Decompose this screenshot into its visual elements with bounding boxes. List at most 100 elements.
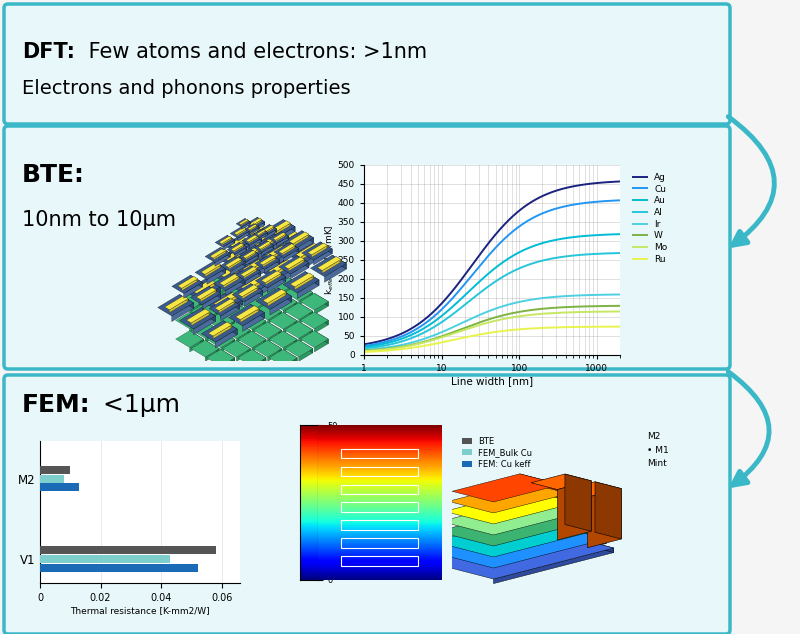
Polygon shape <box>218 247 249 266</box>
Polygon shape <box>434 514 598 557</box>
W <box>360 347 370 354</box>
Polygon shape <box>257 217 265 225</box>
Polygon shape <box>165 296 188 310</box>
Polygon shape <box>254 285 258 290</box>
Polygon shape <box>265 260 280 273</box>
Polygon shape <box>229 259 242 269</box>
Polygon shape <box>283 259 298 273</box>
Polygon shape <box>452 474 561 502</box>
Polygon shape <box>206 284 219 297</box>
Polygon shape <box>221 300 242 318</box>
W <box>359 347 369 354</box>
Text: <1μm: <1μm <box>95 393 180 417</box>
Polygon shape <box>430 522 606 568</box>
Polygon shape <box>295 238 314 254</box>
Polygon shape <box>232 273 244 285</box>
Bar <box>341 521 418 530</box>
Polygon shape <box>289 229 302 243</box>
Polygon shape <box>260 256 276 265</box>
Polygon shape <box>237 284 250 297</box>
Polygon shape <box>215 299 234 311</box>
Polygon shape <box>305 232 309 236</box>
Text: M2: M2 <box>647 432 660 441</box>
Polygon shape <box>296 243 319 257</box>
Polygon shape <box>236 219 250 227</box>
Polygon shape <box>190 320 204 333</box>
Polygon shape <box>235 247 247 257</box>
Polygon shape <box>190 275 202 287</box>
Polygon shape <box>322 259 341 273</box>
W <box>591 302 601 310</box>
Polygon shape <box>262 245 275 259</box>
Polygon shape <box>275 267 298 285</box>
Polygon shape <box>219 301 234 313</box>
Polygon shape <box>202 321 237 342</box>
Polygon shape <box>234 275 270 296</box>
FancyBboxPatch shape <box>4 4 730 124</box>
Polygon shape <box>494 530 598 562</box>
Polygon shape <box>237 303 250 316</box>
Polygon shape <box>191 303 219 320</box>
Polygon shape <box>250 226 257 231</box>
Polygon shape <box>212 262 248 283</box>
Polygon shape <box>267 330 282 342</box>
Polygon shape <box>202 307 215 321</box>
Polygon shape <box>264 227 274 235</box>
Polygon shape <box>437 506 591 546</box>
Polygon shape <box>191 312 210 326</box>
Polygon shape <box>248 226 265 235</box>
Polygon shape <box>298 303 313 316</box>
Polygon shape <box>158 294 194 316</box>
Polygon shape <box>246 219 248 221</box>
Ir <box>615 290 625 298</box>
Polygon shape <box>256 275 270 289</box>
Polygon shape <box>227 242 247 254</box>
Text: 10nm to 10μm: 10nm to 10μm <box>22 210 176 230</box>
Polygon shape <box>523 482 569 498</box>
Polygon shape <box>240 309 259 323</box>
Polygon shape <box>227 322 232 328</box>
Polygon shape <box>255 259 267 271</box>
Polygon shape <box>238 331 266 348</box>
Bar <box>341 467 418 476</box>
Polygon shape <box>247 235 267 247</box>
Polygon shape <box>236 257 246 266</box>
Polygon shape <box>230 254 249 271</box>
Mo <box>615 307 625 315</box>
Polygon shape <box>264 230 266 232</box>
Au <box>615 230 625 238</box>
Polygon shape <box>238 294 266 311</box>
Polygon shape <box>558 481 591 540</box>
Polygon shape <box>265 219 295 238</box>
Polygon shape <box>312 245 327 257</box>
Polygon shape <box>249 218 262 226</box>
Polygon shape <box>263 235 280 244</box>
Polygon shape <box>254 241 272 257</box>
Polygon shape <box>242 313 265 332</box>
Polygon shape <box>281 231 289 240</box>
Bar <box>40 465 70 474</box>
Polygon shape <box>240 249 244 254</box>
Polygon shape <box>176 293 204 310</box>
Polygon shape <box>261 243 271 250</box>
Polygon shape <box>222 303 250 320</box>
Polygon shape <box>254 224 259 230</box>
Polygon shape <box>222 238 232 245</box>
Line: Ru: Ru <box>364 327 620 352</box>
Polygon shape <box>267 349 282 361</box>
Polygon shape <box>237 259 267 277</box>
Au <box>360 343 370 351</box>
Text: FEM:: FEM: <box>22 393 90 417</box>
Polygon shape <box>250 304 265 318</box>
Text: Electrons and phonons properties: Electrons and phonons properties <box>22 79 350 98</box>
Polygon shape <box>323 243 327 248</box>
Polygon shape <box>252 294 266 306</box>
W <box>516 308 526 316</box>
Polygon shape <box>210 280 215 285</box>
Polygon shape <box>267 229 302 250</box>
Au <box>511 250 521 257</box>
X-axis label: Line width [nm]: Line width [nm] <box>451 376 533 386</box>
Polygon shape <box>242 243 244 247</box>
Polygon shape <box>239 245 275 267</box>
Polygon shape <box>278 244 295 254</box>
